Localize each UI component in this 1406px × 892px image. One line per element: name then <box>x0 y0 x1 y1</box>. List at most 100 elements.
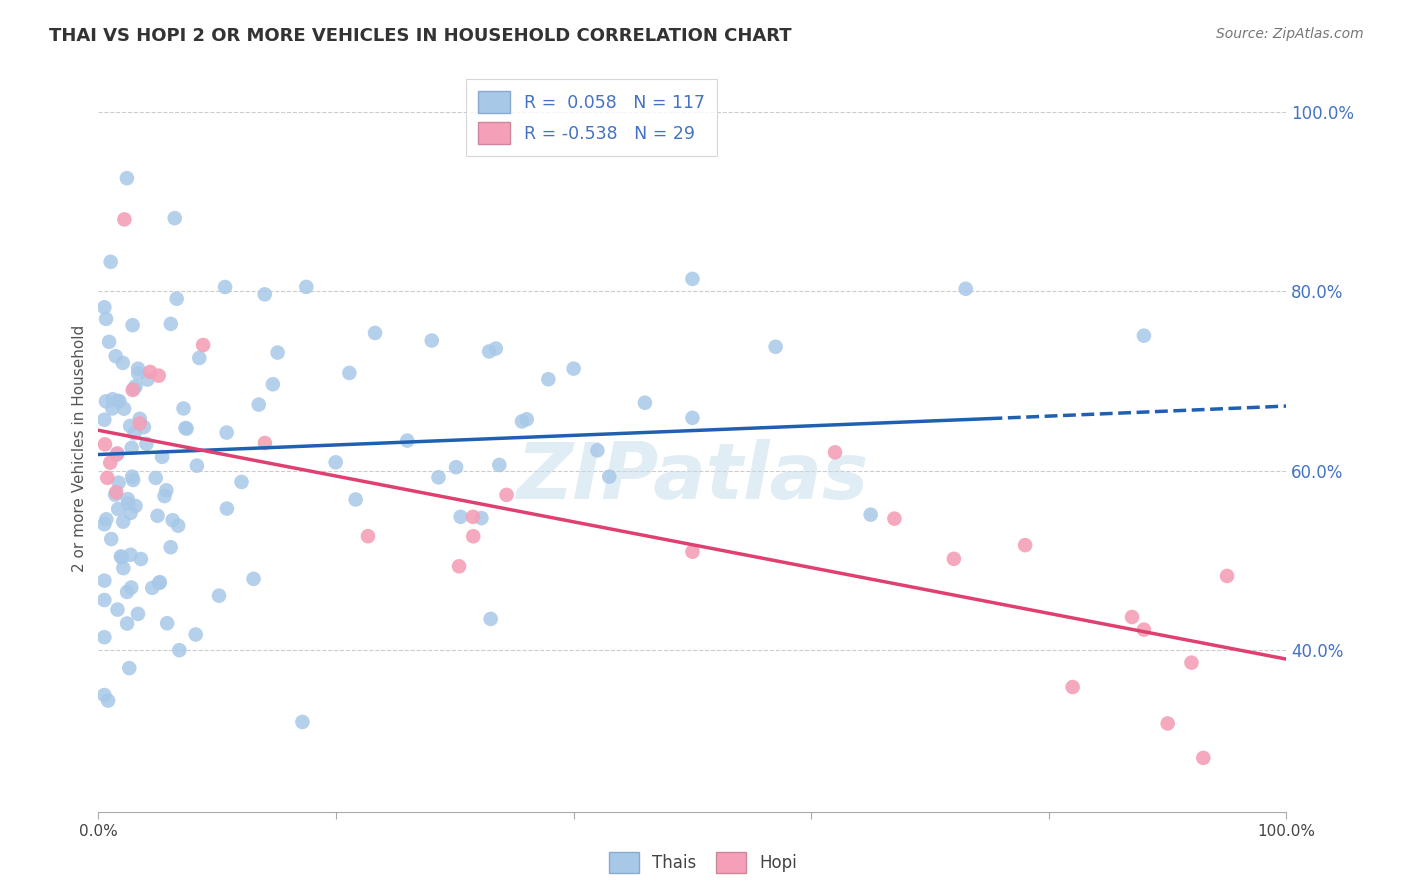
Point <box>94 394 117 409</box>
Point <box>942 551 965 566</box>
Point <box>120 506 142 520</box>
Point <box>93 630 115 644</box>
Point <box>1014 538 1036 552</box>
Point <box>129 552 152 566</box>
Point <box>148 575 170 590</box>
Point <box>479 612 502 626</box>
Point <box>598 469 620 483</box>
Point <box>765 340 787 354</box>
Point <box>176 421 198 435</box>
Point <box>214 280 236 294</box>
Point <box>115 171 138 186</box>
Point <box>148 368 170 383</box>
Point <box>127 607 149 621</box>
Point <box>139 365 162 379</box>
Point <box>447 559 470 574</box>
Point <box>253 287 276 301</box>
Point <box>127 366 149 380</box>
Point <box>510 414 533 428</box>
Point <box>485 342 508 356</box>
Point <box>1192 751 1215 765</box>
Point <box>156 616 179 631</box>
Point <box>1133 623 1156 637</box>
Point <box>191 338 214 352</box>
Point <box>98 456 121 470</box>
Point <box>586 443 609 458</box>
Point <box>461 509 484 524</box>
Point <box>93 300 115 314</box>
Point <box>188 351 211 365</box>
Point <box>101 392 124 407</box>
Point <box>93 517 115 532</box>
Point <box>115 585 138 599</box>
Point <box>146 508 169 523</box>
Point <box>242 572 264 586</box>
Text: THAI VS HOPI 2 OR MORE VEHICLES IN HOUSEHOLD CORRELATION CHART: THAI VS HOPI 2 OR MORE VEHICLES IN HOUSE… <box>49 27 792 45</box>
Point <box>295 280 318 294</box>
Point <box>1121 610 1143 624</box>
Point <box>1133 328 1156 343</box>
Point <box>105 485 128 500</box>
Point <box>127 361 149 376</box>
Point <box>153 489 176 503</box>
Point <box>107 394 129 409</box>
Point <box>121 441 143 455</box>
Point <box>105 446 128 460</box>
Point <box>420 334 443 348</box>
Legend: Thais, Hopi: Thais, Hopi <box>602 846 804 880</box>
Point <box>266 345 288 359</box>
Point <box>100 532 122 546</box>
Point <box>120 548 142 562</box>
Point <box>94 437 117 451</box>
Point <box>883 511 905 525</box>
Point <box>562 361 585 376</box>
Point <box>107 475 129 490</box>
Point <box>149 575 172 590</box>
Point <box>470 511 492 525</box>
Y-axis label: 2 or more Vehicles in Household: 2 or more Vehicles in Household <box>72 325 87 572</box>
Point <box>124 499 146 513</box>
Point <box>93 413 115 427</box>
Point <box>1062 680 1084 694</box>
Point <box>396 434 419 448</box>
Point <box>124 379 146 393</box>
Point <box>121 469 143 483</box>
Point <box>122 473 145 487</box>
Point <box>155 483 177 498</box>
Point <box>115 616 138 631</box>
Point <box>215 501 238 516</box>
Point <box>108 394 131 409</box>
Text: ZIPatlas: ZIPatlas <box>516 439 869 516</box>
Point <box>122 382 145 396</box>
Point <box>93 688 115 702</box>
Point <box>112 515 135 529</box>
Point <box>98 334 121 349</box>
Point <box>162 513 184 527</box>
Point <box>96 512 118 526</box>
Point <box>1216 569 1239 583</box>
Point <box>128 411 150 425</box>
Point <box>120 418 142 433</box>
Point <box>184 627 207 641</box>
Point <box>537 372 560 386</box>
Point <box>344 492 367 507</box>
Point <box>121 383 143 397</box>
Point <box>1156 716 1178 731</box>
Point <box>174 421 197 435</box>
Point <box>150 450 173 464</box>
Point <box>463 529 485 543</box>
Point <box>681 545 703 559</box>
Point <box>291 714 314 729</box>
Point <box>136 373 159 387</box>
Point <box>186 458 208 473</box>
Point <box>681 410 703 425</box>
Point <box>450 509 472 524</box>
Point <box>124 426 146 441</box>
Point <box>105 448 128 462</box>
Point <box>145 471 167 485</box>
Point <box>112 401 135 416</box>
Point <box>159 317 181 331</box>
Point <box>444 460 467 475</box>
Point <box>166 292 188 306</box>
Point <box>120 581 142 595</box>
